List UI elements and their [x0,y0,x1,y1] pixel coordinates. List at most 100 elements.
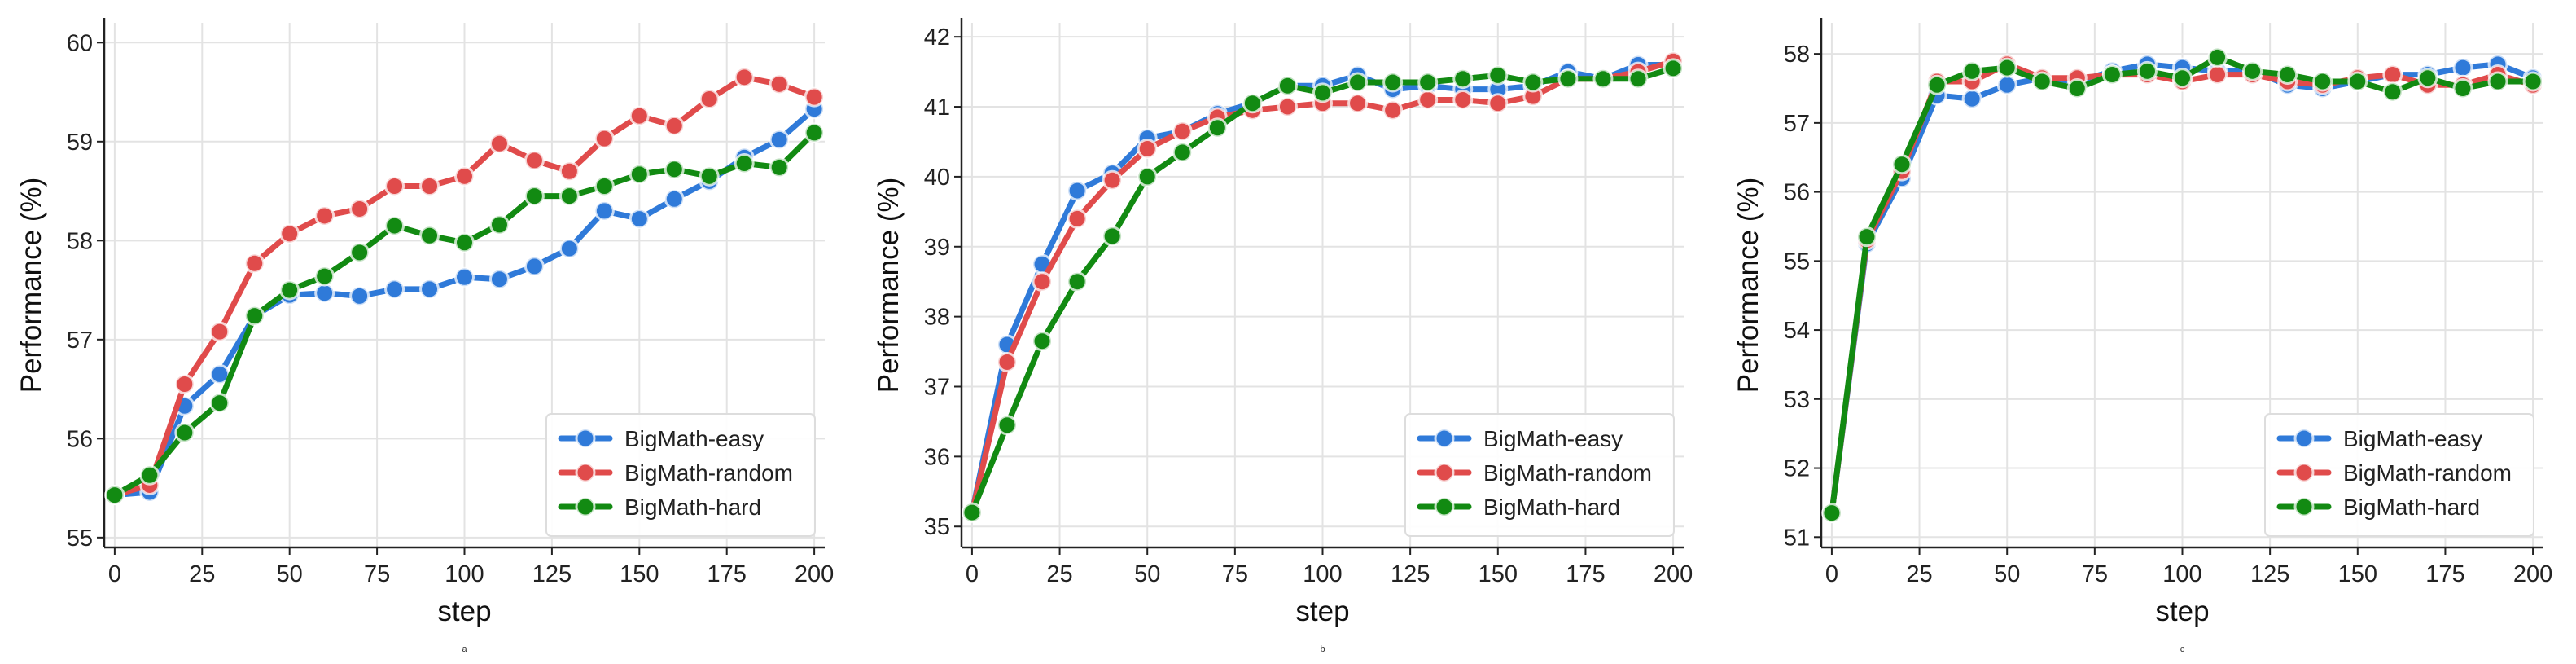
y-tick-label: 58 [1784,42,1810,68]
data-point [1452,68,1474,90]
y-tick-label: 41 [924,95,950,121]
data-point [2242,60,2263,81]
data-point [1417,72,1439,93]
x-tick-label: 150 [620,561,659,587]
legend-box [1404,413,1675,537]
data-point [664,188,685,209]
data-point [419,175,440,196]
data-point [1487,64,1509,86]
legend-label: BigMath-random [624,460,793,486]
y-tick-label: 35 [924,514,950,540]
data-point [314,283,335,304]
series-bigmath-random [104,67,825,506]
data-point [314,205,335,226]
data-point [804,122,825,143]
data-point [769,73,790,95]
data-point [384,175,405,196]
x-tick-label: 100 [445,561,484,587]
data-point [1961,60,1982,81]
legend: BigMath-easy BigMath-random BigMath-hard [2264,413,2534,537]
y-tick-label: 55 [67,525,93,552]
data-point [2136,60,2158,81]
data-point [559,238,580,259]
x-tick-label: 0 [1825,561,1838,587]
legend-label: BigMath-random [2343,460,2512,486]
legend-entry: BigMath-random [1417,460,1652,486]
x-tick-label: 125 [2250,561,2289,587]
x-tick-label: 0 [108,561,121,587]
y-tick-label: 42 [924,24,950,51]
y-tick-label: 59 [67,130,93,156]
y-tick-label: 36 [924,444,950,470]
data-point [2101,64,2123,86]
x-axis-label: step [2155,596,2209,627]
series-bigmath-hard [962,58,1684,523]
x-tick-label: 175 [708,561,747,587]
legend-entry: BigMath-easy [1417,426,1623,451]
data-point [1277,96,1298,117]
data-point [488,214,510,235]
x-tick-label: 200 [795,561,834,587]
panel-caption: c [2180,644,2185,654]
x-tick-label: 200 [2513,561,2552,587]
y-tick-label: 56 [1784,180,1810,206]
data-point [1137,166,1158,187]
data-point [488,133,510,154]
x-tick-label: 75 [364,561,390,587]
legend-entry: BigMath-random [558,460,793,486]
data-point [454,232,475,253]
data-point [1996,74,2017,95]
data-point [997,351,1018,372]
data-point [629,105,650,126]
chart-panel-b: 35 36 37 38 39 40 41 42 0 25 50 75 100 125 150 175 200 st… [873,18,1693,654]
data-point [1067,180,1088,201]
x-tick-label: 100 [1303,561,1342,587]
data-point [594,128,615,149]
legend-swatch-marker [575,428,596,449]
legend-entry: BigMath-easy [2276,426,2482,451]
data-point [104,485,125,506]
data-point [1487,93,1509,114]
data-point [1172,121,1193,142]
x-axis-label: step [1295,596,1349,627]
data-point [174,374,195,395]
series-bigmath-hard [104,122,825,506]
y-tick-label: 56 [67,426,93,452]
data-point [734,67,755,88]
legend: BigMath-easy BigMath-random BigMath-hard [545,413,816,537]
y-tick-label: 54 [1784,318,1810,344]
legend-label: BigMath-easy [1483,426,1623,451]
legend: BigMath-easy BigMath-random BigMath-hard [1404,413,1675,537]
data-point [1207,117,1228,139]
y-tick-label: 37 [924,375,950,401]
data-point [734,153,755,174]
data-point [664,159,685,180]
data-point [1452,89,1474,110]
data-point [2522,71,2543,92]
x-tick-label: 25 [1046,561,1072,587]
data-point [2207,46,2228,68]
data-point [488,269,510,290]
legend-swatch-marker [2293,496,2315,517]
data-point [804,86,825,108]
data-point [1821,503,1842,524]
data-point [1347,93,1369,114]
data-point [2207,64,2228,86]
data-point [699,89,720,110]
data-point [209,393,230,414]
data-point [769,129,790,150]
data-point [1137,139,1158,160]
data-point [1102,226,1123,247]
data-point [1592,68,1614,90]
x-tick-label: 25 [189,561,215,587]
data-point [524,256,545,277]
data-point [2066,78,2088,99]
data-point [962,502,983,523]
x-axis-label: step [437,596,491,627]
chart-panel-a: 55 56 57 58 59 60 0 25 50 75 100 125 150 175 200 step Pe… [15,18,834,654]
legend-label: BigMath-easy [2343,426,2482,451]
y-tick-label: 39 [924,235,950,261]
data-point [2031,71,2052,92]
x-tick-label: 150 [1479,561,1518,587]
